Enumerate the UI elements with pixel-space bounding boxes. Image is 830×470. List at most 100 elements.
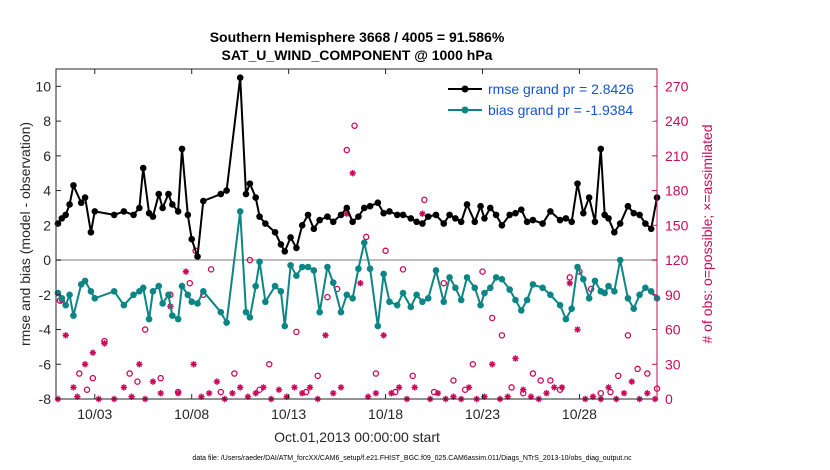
obs-possible-point (246, 256, 254, 264)
y-right-tick-label: 180 (665, 183, 689, 199)
rmse-point (200, 197, 207, 205)
bias-point (624, 294, 632, 302)
bias-point (120, 301, 128, 309)
rmse-point (393, 211, 401, 219)
bias-point (562, 315, 570, 323)
obs-assimilated-point (190, 361, 197, 368)
rmse-point (174, 208, 182, 215)
obs-assimilated-point (283, 393, 290, 400)
obs-assimilated-point (628, 378, 635, 385)
obs-assimilated-point (330, 390, 337, 397)
rmse-point (562, 215, 570, 222)
rmse-point (574, 180, 581, 187)
obs-possible-point (409, 372, 416, 380)
rmse-point (139, 164, 147, 172)
rmse-point (386, 208, 393, 215)
rmse-point (630, 209, 638, 217)
x-tick-label: 10/18 (368, 406, 403, 422)
obs-possible-point (479, 268, 486, 275)
bias-point (616, 256, 624, 264)
rmse-point (77, 199, 85, 207)
obs-assimilated-point (343, 210, 351, 217)
bias-point (605, 282, 612, 290)
y-left-tick-label: 6 (43, 148, 51, 164)
bias-point (87, 288, 95, 295)
obs-possible-point (207, 266, 215, 273)
obs-assimilated-point (149, 378, 157, 385)
x-axis-ticks: 10/03 10/08 10/13 10/18 10/23 10/28 (77, 69, 597, 422)
obs-assimilated-point (299, 390, 306, 397)
bias-point (366, 265, 374, 273)
bias-point (611, 288, 618, 295)
y-right-tick-label: 210 (665, 148, 689, 164)
chart-title-line2: SAT_U_WIND_COMPONENT @ 1000 hPa (222, 47, 493, 63)
bias-point (262, 298, 269, 306)
rmse-point (407, 215, 415, 222)
obs-possible-point (508, 384, 515, 391)
obs-possible-point (89, 374, 97, 382)
obs-assimilated-point (574, 326, 581, 333)
rmse-point (477, 202, 484, 210)
obs-assimilated-point (244, 393, 252, 400)
bias-point (452, 284, 459, 292)
obs-possible-point (217, 388, 225, 396)
obs-possible-point (450, 377, 457, 384)
bias-point (568, 305, 575, 312)
legend: rmse grand pr = 2.8426 bias grand pr = -… (444, 77, 654, 121)
rmse-point (556, 216, 564, 224)
bias-point (310, 267, 318, 274)
rmse-point (539, 220, 546, 227)
rmse-point (481, 215, 488, 222)
y-right-tick-label: 240 (665, 113, 689, 129)
obs-assimilated-point (174, 390, 182, 397)
bias-point (471, 284, 479, 292)
bias-point (601, 289, 608, 297)
obs-assimilated-point (504, 393, 511, 400)
rmse-point (624, 202, 632, 210)
bias-point (242, 308, 250, 316)
obs-possible-point (231, 370, 238, 377)
bias-point (399, 289, 407, 297)
obs-assimilated-point (434, 390, 442, 397)
bias-point (355, 265, 362, 273)
bias-point (174, 315, 182, 323)
obs-possible-point (351, 122, 358, 129)
bias-point (271, 282, 279, 290)
rmse-point (120, 208, 128, 215)
rmse-point (304, 211, 312, 219)
bias-point (512, 296, 519, 304)
rmse-point (471, 218, 479, 226)
obs-assimilated-point (322, 332, 329, 339)
obs-possible-point (529, 370, 537, 377)
legend-box (444, 77, 654, 121)
legend-rmse-marker (461, 85, 469, 93)
rmse-point (492, 211, 500, 219)
obs-possible-point (498, 332, 506, 339)
bias-point (277, 288, 285, 295)
legend-bias-marker (461, 106, 469, 114)
rmse-point (184, 211, 192, 219)
obs-assimilated-point (364, 393, 372, 400)
rmse-point (413, 218, 420, 226)
obs-assimilated-point (252, 390, 259, 397)
rmse-point (360, 204, 368, 212)
rmse-point (355, 213, 362, 220)
bias-point (463, 274, 471, 281)
bias-point (81, 277, 89, 285)
rmse-point (316, 216, 323, 224)
obs-assimilated-point (489, 361, 496, 368)
bias-point (66, 291, 73, 299)
obs-assimilated-point (62, 332, 69, 339)
bias-point (386, 298, 393, 306)
rmse-point (252, 194, 259, 201)
rmse-point (446, 211, 453, 219)
obs-possible-point (83, 386, 91, 393)
rmse-point (165, 190, 172, 198)
rmse-point (110, 211, 118, 219)
obs-assimilated-point (411, 384, 418, 391)
bias-point (130, 291, 137, 299)
obs-assimilated-point (198, 393, 205, 400)
rmse-point (440, 220, 448, 227)
bias-point (329, 279, 337, 286)
obs-possible-point (382, 247, 389, 255)
